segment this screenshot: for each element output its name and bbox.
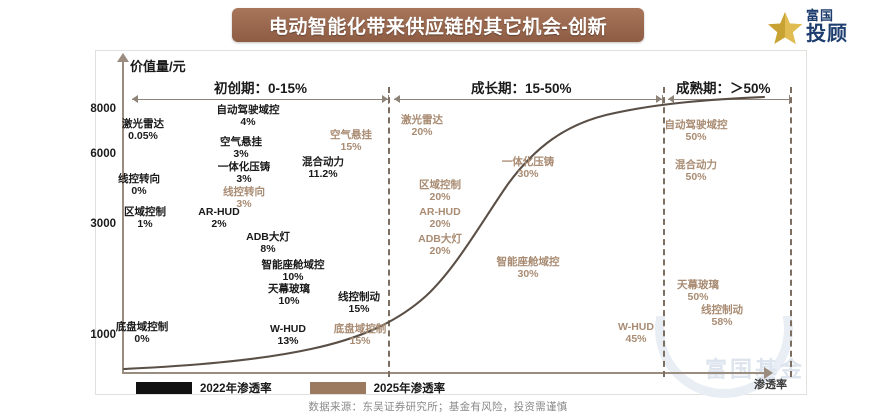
annotation-label: W-HUD 13% [270, 323, 306, 348]
logo-line-1: 富国 [806, 8, 835, 23]
brand-logo: 富国 投顾 [766, 4, 870, 50]
annotation-label: 自动驾驶域控 50% [664, 119, 728, 144]
annotation-label: 天幕玻璃 10% [268, 283, 310, 308]
annotation-label: AR-HUD 2% [198, 206, 240, 231]
annotation-label: ADB大灯 8% [246, 231, 290, 256]
phase-divider-15 [388, 87, 390, 377]
phase-arrow-left-startup [132, 95, 138, 103]
annotation-label: 激光雷达 0.05% [122, 118, 164, 143]
annotation-label: 区域控制 1% [124, 206, 166, 231]
phase-cap-mature [789, 95, 790, 104]
legend-label-2025: 2025年渗透率 [373, 383, 446, 395]
annotation-label: 一体化压铸 30% [501, 156, 555, 181]
y-tick-3000: 3000 [90, 218, 116, 230]
y-axis-arrow [117, 53, 129, 62]
annotation-label: 混合动力 50% [675, 159, 717, 184]
star-icon [768, 12, 802, 44]
legend-item-2022: 2022年渗透率 [136, 380, 272, 396]
phase-arrow-right-startup [382, 95, 388, 103]
phase-arrow-left-mature [668, 95, 674, 103]
annotation-label: 混合动力 11.2% [302, 156, 344, 181]
annotation-label: 底盘域控制 0% [115, 321, 169, 346]
annotation-label: 线控转向 3% [223, 186, 265, 211]
annotation-label: 一体化压铸 3% [217, 161, 271, 186]
annotation-label: 底盘域控制 15% [333, 323, 387, 348]
y-tick-8000: 8000 [90, 103, 116, 115]
annotation-label: 智能座舱域控 10% [261, 259, 325, 284]
annotation-label: 线控制动 58% [701, 304, 743, 329]
y-axis: 8000 6000 3000 1000 [90, 61, 124, 373]
legend-swatch-2025 [309, 382, 366, 394]
annotation-label: AR-HUD 20% [419, 206, 461, 231]
x-axis-label: 渗透率 [754, 379, 787, 391]
annotation-label: 天幕玻璃 50% [677, 279, 719, 304]
source-footer: 数据来源：东吴证券研究所；基金有风险，投资需谨慎 [308, 401, 568, 413]
phase-divider-50 [663, 87, 665, 377]
legend-label-2022: 2022年渗透率 [200, 383, 272, 395]
annotation-label: 激光雷达 20% [401, 114, 443, 139]
annotation-label: ADB大灯 20% [418, 233, 462, 258]
annotation-label: 区域控制 20% [419, 179, 461, 204]
logo-line-2: 投顾 [806, 23, 848, 45]
page-title: 电动智能化带来供应链的其它机会-创新 [268, 16, 608, 38]
phase-divider-right [790, 87, 792, 377]
annotation-label: W-HUD 45% [618, 321, 654, 346]
x-axis [122, 372, 767, 374]
y-tick-6000: 6000 [90, 148, 116, 160]
chart-panel: 富国基金 8000 6000 3000 1000 价值量/元 渗透率 初创期：0… [90, 50, 807, 398]
phase-cap-growth [662, 95, 663, 104]
y-axis-label: 价值量/元 [130, 59, 186, 74]
y-tick-1000: 1000 [90, 329, 116, 341]
legend-swatch-2022 [136, 382, 192, 394]
penetration-curve [122, 95, 766, 371]
legend-item-2025: 2025年渗透率 [309, 380, 446, 396]
annotation-label: 线控转向 0% [118, 173, 160, 198]
phase-title-growth: 成长期：15-50% [471, 81, 572, 96]
annotation-label: 空气悬挂 15% [330, 129, 372, 154]
logo-text: 富国 投顾 [806, 9, 848, 44]
slide-title-banner: 电动智能化带来供应链的其它机会-创新 [232, 8, 644, 42]
phase-title-mature: 成熟期：＞50% [676, 81, 771, 96]
x-axis-arrow [764, 367, 773, 379]
phase-arrow-left-growth [394, 95, 400, 103]
annotation-label: 智能座舱域控 30% [496, 256, 560, 281]
annotation-label: 线控制动 15% [338, 291, 380, 316]
phase-title-startup: 初创期：0-15% [214, 81, 308, 96]
annotation-label: 自动驾驶域控 4% [216, 104, 280, 129]
annotation-label: 空气悬挂 3% [220, 136, 262, 161]
phase-line-growth [394, 99, 662, 100]
chart-legend: 2022年渗透率 2025年渗透率 [136, 380, 445, 396]
phase-line-startup [132, 99, 388, 100]
phase-arrow-right-growth [656, 95, 662, 103]
